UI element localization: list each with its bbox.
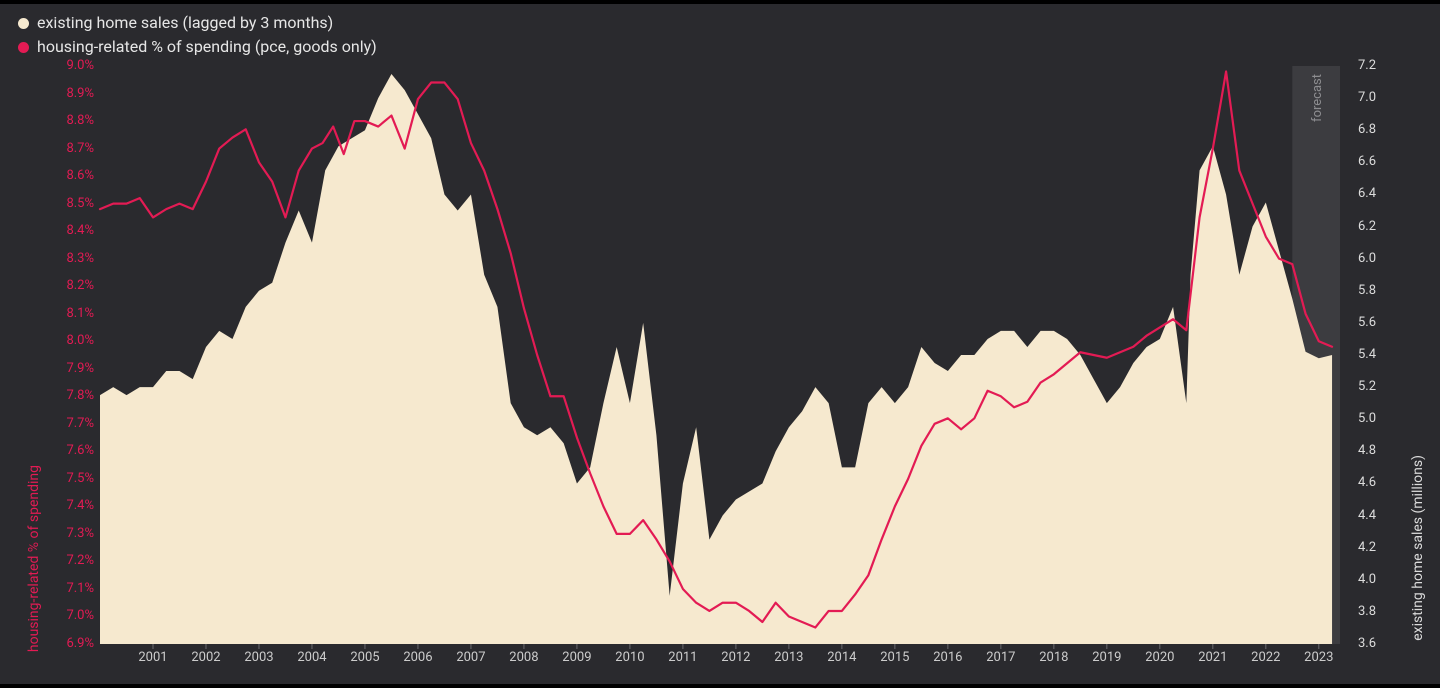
y-right-tick: 4.8	[1358, 443, 1398, 458]
x-tick: 2005	[340, 650, 390, 665]
y-right-tick: 4.0	[1358, 572, 1398, 587]
x-tick: 2023	[1294, 650, 1344, 665]
y-right-tick: 4.2	[1358, 540, 1398, 555]
y-left-tick: 8.6%	[48, 168, 94, 183]
chart-panel: existing home sales (lagged by 3 months)…	[0, 4, 1440, 684]
x-tick: 2020	[1135, 650, 1185, 665]
y-left-tick: 8.2%	[48, 278, 94, 293]
y-right-tick: 6.0	[1358, 251, 1398, 266]
x-tick: 2022	[1241, 650, 1291, 665]
y-right-tick: 4.4	[1358, 508, 1398, 523]
y-left-tick: 8.3%	[48, 251, 94, 266]
x-tick: 2006	[393, 650, 443, 665]
x-tick: 2014	[817, 650, 867, 665]
y-right-tick: 5.2	[1358, 379, 1398, 394]
y-right-tick: 7.2	[1358, 58, 1398, 73]
y-left-tick: 7.0%	[48, 608, 94, 623]
y-left-tick: 7.8%	[48, 388, 94, 403]
y-left-tick: 8.5%	[48, 196, 94, 211]
x-tick: 2010	[605, 650, 655, 665]
y-left-tick: 7.2%	[48, 553, 94, 568]
x-tick: 2016	[923, 650, 973, 665]
y-left-tick: 7.7%	[48, 416, 94, 431]
y-left-tick: 8.4%	[48, 223, 94, 238]
y-right-tick: 5.6	[1358, 315, 1398, 330]
y-left-tick: 7.6%	[48, 443, 94, 458]
x-tick: 2007	[446, 650, 496, 665]
x-tick: 2017	[976, 650, 1026, 665]
plot-svg	[0, 4, 1440, 688]
x-tick: 2004	[287, 650, 337, 665]
y-left-tick: 8.9%	[48, 86, 94, 101]
y-right-tick: 7.0	[1358, 90, 1398, 105]
x-tick: 2021	[1188, 650, 1238, 665]
y-right-tick: 5.0	[1358, 411, 1398, 426]
y-left-tick: 8.1%	[48, 306, 94, 321]
y-left-tick: 8.0%	[48, 333, 94, 348]
x-tick: 2018	[1029, 650, 1079, 665]
y-right-tick: 5.4	[1358, 347, 1398, 362]
x-tick: 2015	[870, 650, 920, 665]
y-left-tick: 8.7%	[48, 141, 94, 156]
y-right-tick: 6.4	[1358, 186, 1398, 201]
y-left-tick: 7.1%	[48, 581, 94, 596]
x-tick: 2011	[658, 650, 708, 665]
x-tick: 2013	[764, 650, 814, 665]
y-left-tick: 7.3%	[48, 526, 94, 541]
y-right-tick: 4.6	[1358, 475, 1398, 490]
y-left-tick: 8.8%	[48, 113, 94, 128]
x-tick: 2012	[711, 650, 761, 665]
y-right-tick: 3.6	[1358, 636, 1398, 651]
x-tick: 2002	[181, 650, 231, 665]
y-right-tick: 3.8	[1358, 604, 1398, 619]
y-left-tick: 7.4%	[48, 498, 94, 513]
y-left-tick: 6.9%	[48, 636, 94, 651]
y-right-tick: 6.8	[1358, 122, 1398, 137]
x-tick: 2001	[128, 650, 178, 665]
x-tick: 2019	[1082, 650, 1132, 665]
y-left-tick: 7.9%	[48, 361, 94, 376]
x-tick: 2009	[552, 650, 602, 665]
y-left-tick: 9.0%	[48, 58, 94, 73]
y-right-tick: 6.2	[1358, 219, 1398, 234]
x-tick: 2008	[499, 650, 549, 665]
x-tick: 2003	[234, 650, 284, 665]
y-left-tick: 7.5%	[48, 471, 94, 486]
y-right-tick: 6.6	[1358, 154, 1398, 169]
y-right-tick: 5.8	[1358, 283, 1398, 298]
